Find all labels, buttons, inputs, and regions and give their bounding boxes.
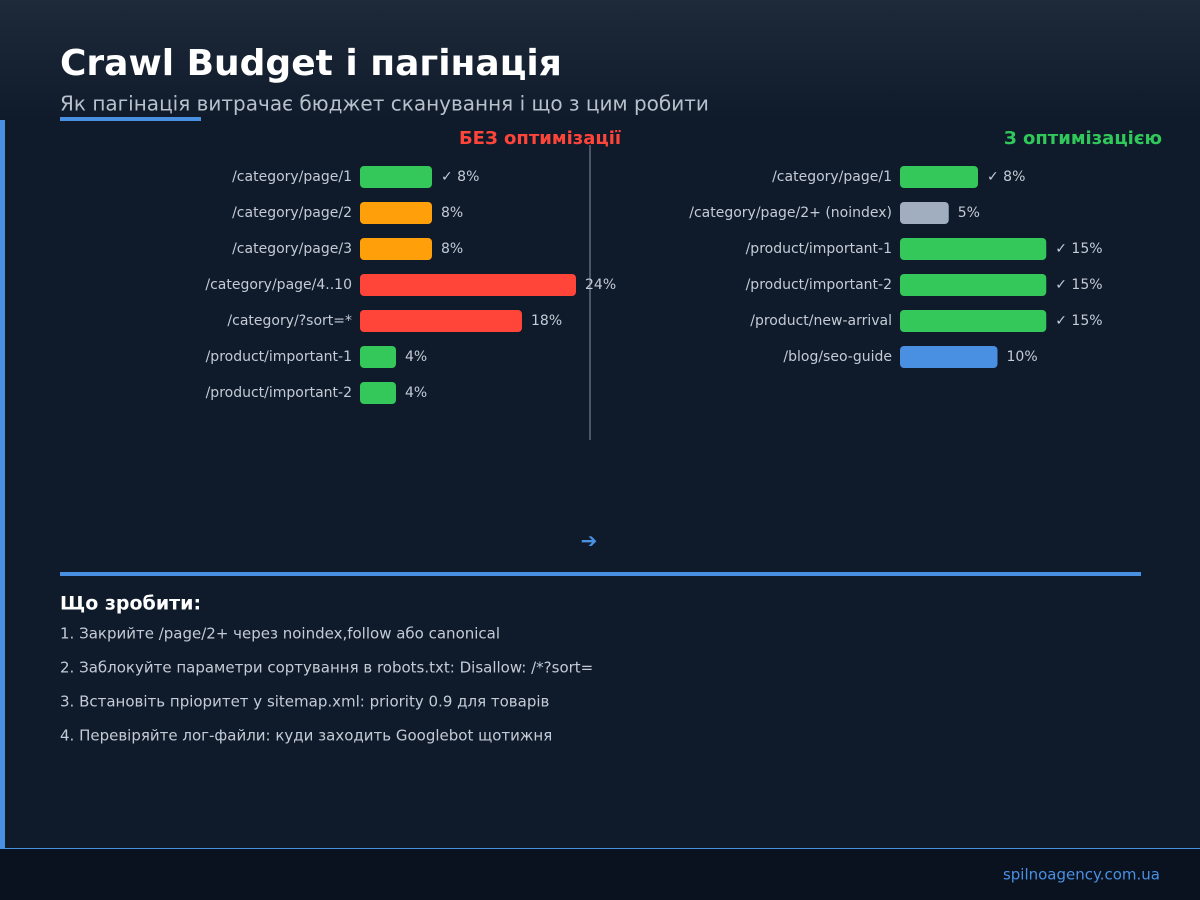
bar	[900, 310, 1047, 332]
bar	[360, 310, 522, 332]
category-label: /product/important-1	[206, 349, 352, 365]
category-label: /product/important-1	[746, 241, 892, 257]
actions-list: 1. Закрийте /page/2+ через noindex,follo…	[60, 625, 593, 745]
left-accent	[0, 120, 5, 848]
category-label: /category/page/4..10	[205, 277, 352, 293]
category-label: /category/page/2	[232, 205, 352, 221]
subtitle-underline	[60, 117, 201, 121]
category-label: /category/page/1	[232, 169, 352, 185]
value-label: ✓ 15%	[1055, 277, 1102, 293]
value-label: 18%	[531, 313, 562, 329]
category-label: /product/important-2	[746, 277, 892, 293]
action-item: 4. Перевіряйте лог-файли: куди заходить …	[60, 727, 552, 745]
category-label: /category/page/2+ (noindex)	[689, 205, 892, 221]
chart-title: З оптимізацією	[1004, 128, 1162, 149]
bar	[900, 166, 978, 188]
actions-title: Що зробити:	[60, 593, 201, 615]
action-item: 3. Встановіть пріоритет у sitemap.xml: p…	[60, 693, 549, 711]
separator	[60, 572, 1141, 576]
value-label: ✓ 15%	[1055, 313, 1102, 329]
bar	[900, 274, 1047, 296]
footer-band	[0, 848, 1200, 900]
bar	[360, 238, 432, 260]
category-label: /category/?sort=*	[227, 313, 352, 329]
value-label: 4%	[405, 385, 427, 401]
value-label: ✓ 8%	[441, 169, 479, 185]
bar	[900, 346, 998, 368]
bar	[360, 166, 432, 188]
value-label: 8%	[441, 241, 463, 257]
bar	[360, 382, 396, 404]
value-label: 5%	[958, 205, 980, 221]
bar	[360, 274, 576, 296]
value-label: 4%	[405, 349, 427, 365]
action-item: 1. Закрийте /page/2+ через noindex,follo…	[60, 625, 500, 643]
category-label: /product/important-2	[206, 385, 352, 401]
footer-text: spilnoagency.com.ua	[1003, 866, 1160, 884]
bar	[900, 202, 949, 224]
header-band	[0, 0, 1200, 120]
value-label: 10%	[1007, 349, 1038, 365]
bar	[360, 346, 396, 368]
value-label: 8%	[441, 205, 463, 221]
category-label: /product/new-arrival	[750, 313, 892, 329]
chart-title: БЕЗ оптимізації	[459, 128, 621, 149]
value-label: ✓ 15%	[1055, 241, 1102, 257]
title: Crawl Budget і пагінація	[60, 43, 562, 84]
category-label: /category/page/1	[772, 169, 892, 185]
arrow: ➔	[581, 529, 598, 553]
bar	[360, 202, 432, 224]
category-label: /blog/seo-guide	[783, 349, 892, 365]
value-label: ✓ 8%	[987, 169, 1025, 185]
bar	[900, 238, 1047, 260]
action-item: 2. Заблокуйте параметри сортування в rob…	[60, 659, 593, 677]
subtitle: Як пагінація витрачає бюджет сканування …	[60, 92, 709, 116]
category-label: /category/page/3	[232, 241, 352, 257]
value-label: 24%	[585, 277, 616, 293]
